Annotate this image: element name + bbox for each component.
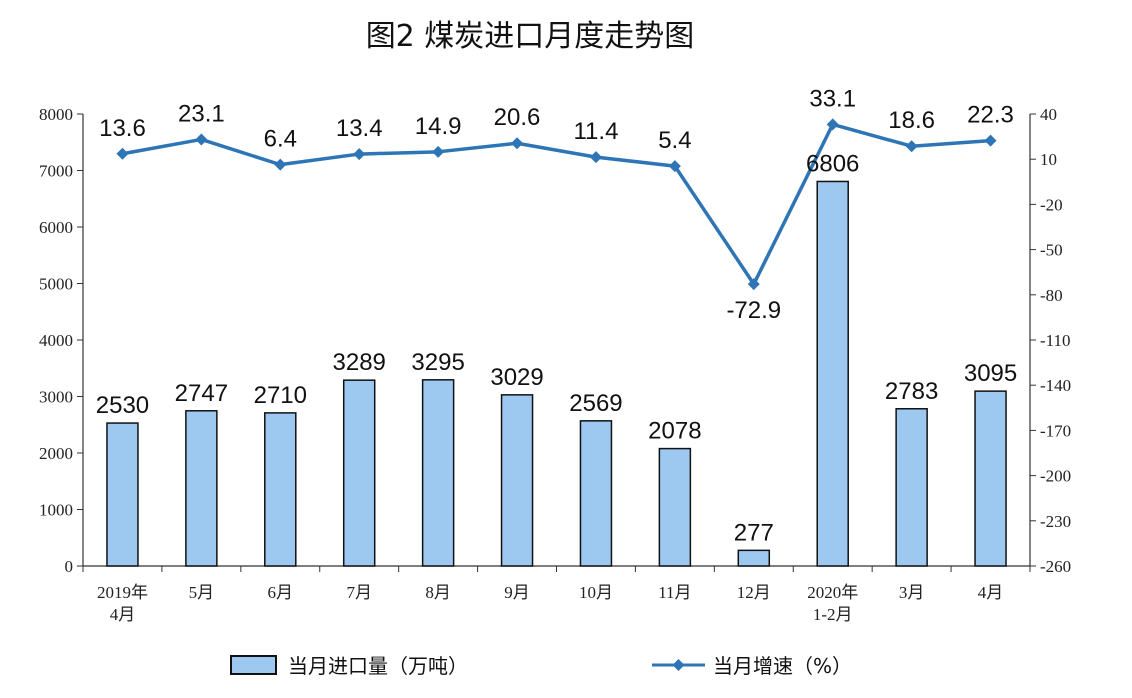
bar <box>974 390 1007 567</box>
bar <box>579 420 613 567</box>
line-value-label: 13.4 <box>336 115 383 142</box>
line-value-label: -72.9 <box>726 297 781 324</box>
line-point <box>195 133 208 146</box>
legend-bar-label: 当月进口量（万吨） <box>288 654 468 678</box>
x-tick-label: 8月 <box>425 583 451 602</box>
line-point <box>353 148 366 161</box>
line-value-label: 18.6 <box>888 107 935 134</box>
x-tick-label: 12月 <box>737 583 771 602</box>
line-value-label: 5.4 <box>658 127 691 154</box>
line-point <box>511 137 524 150</box>
bar-value-label: 2078 <box>648 418 701 445</box>
y-right-tick-label: -260 <box>1040 557 1071 576</box>
line-point <box>432 145 445 158</box>
line-value-label: 23.1 <box>178 100 225 127</box>
bar-value-label: 2530 <box>96 392 149 419</box>
bar <box>185 410 218 567</box>
bar <box>342 379 376 567</box>
bar-value-label: 277 <box>734 519 774 546</box>
y-left-tick-label: 7000 <box>39 162 73 181</box>
y-right-tick-label: -50 <box>1040 241 1063 260</box>
y-left-tick-label: 0 <box>65 557 74 576</box>
x-tick-label: 9月 <box>504 583 530 602</box>
line-point <box>116 147 129 160</box>
bar-value-label: 2710 <box>254 382 307 409</box>
y-left-tick-label: 5000 <box>39 275 73 294</box>
bar-value-label: 2747 <box>175 380 228 407</box>
line-value-label: 14.9 <box>415 113 462 140</box>
line-point <box>905 140 918 153</box>
axes: 0 1000 2000 3000 4000 5000 6000 7000 8000 -260 -23… <box>39 105 1071 624</box>
data-labels: 2530 2747 2710 3289 3295 3029 2569 2078 277 6806 2… <box>96 85 1017 546</box>
x-tick-label: 11月 <box>658 583 691 602</box>
x-tick-label: 3月 <box>899 583 925 602</box>
bar <box>421 379 455 567</box>
x-tick-label: 2019年 4月 <box>97 583 148 624</box>
x-tick-label: 6月 <box>268 583 294 602</box>
legend-bar-swatch <box>230 655 277 675</box>
line-value-label: 22.3 <box>967 102 1014 129</box>
y-right-tick-label: -170 <box>1040 421 1071 440</box>
line-value-label: 33.1 <box>809 85 856 112</box>
bar-value-label: 3029 <box>490 364 543 391</box>
y-right-tick-label: -80 <box>1040 286 1063 305</box>
line-point <box>589 151 602 164</box>
bar-value-label: 6806 <box>806 150 859 177</box>
y-left-tick-label: 1000 <box>39 501 73 520</box>
bar-series <box>106 180 1007 567</box>
line-point <box>668 160 681 173</box>
y-left-tick-label: 2000 <box>39 444 73 463</box>
bar-value-label: 3095 <box>964 360 1017 387</box>
bar <box>737 549 771 567</box>
y-right-tick-label: -20 <box>1040 195 1063 214</box>
y-right-tick-label: 10 <box>1040 150 1057 169</box>
bar <box>500 394 534 567</box>
y-right-tick-label: -140 <box>1040 376 1071 395</box>
line-value-label: 20.6 <box>494 104 541 131</box>
y-left-tick-label: 6000 <box>39 218 73 237</box>
y-left-tick-label: 8000 <box>39 105 73 124</box>
bar-value-label: 2783 <box>885 378 938 405</box>
line-point <box>826 118 839 131</box>
bar <box>264 412 297 567</box>
y-right-tick-label: -230 <box>1040 512 1071 531</box>
bar <box>106 422 139 567</box>
bar-value-label: 3295 <box>411 349 464 376</box>
legend-line-marker <box>672 659 685 671</box>
x-tick-label: 2020年 1-2月 <box>807 583 858 624</box>
x-tick-label: 7月 <box>346 583 372 602</box>
x-tick-label: 5月 <box>189 583 215 602</box>
growth-line <box>122 122 991 286</box>
chart-title: 图2 煤炭进口月度走势图 <box>366 19 695 54</box>
legend-line-label: 当月增速（%） <box>713 654 852 678</box>
line-value-label: 13.6 <box>99 115 146 142</box>
y-right-tick-label: -110 <box>1040 331 1071 350</box>
bar-value-label: 3289 <box>333 349 386 376</box>
line-value-label: 6.4 <box>264 126 297 153</box>
y-left-tick-label: 3000 <box>39 388 73 407</box>
line-point <box>274 158 287 171</box>
x-tick-label: 4月 <box>978 583 1004 602</box>
x-tick-label: 10月 <box>579 583 613 602</box>
bar-value-label: 2569 <box>569 390 622 417</box>
line-value-label: 11.4 <box>573 118 618 145</box>
bar <box>658 447 692 567</box>
legend: 当月进口量（万吨） 当月增速（%） <box>230 654 852 678</box>
bar <box>816 180 849 567</box>
line-point <box>747 278 760 291</box>
y-right-tick-label: -200 <box>1040 467 1071 486</box>
bar <box>895 408 928 567</box>
line-series <box>116 118 997 291</box>
line-point <box>984 134 997 147</box>
y-left-tick-label: 4000 <box>39 331 73 350</box>
y-right-tick-label: 40 <box>1040 105 1057 124</box>
